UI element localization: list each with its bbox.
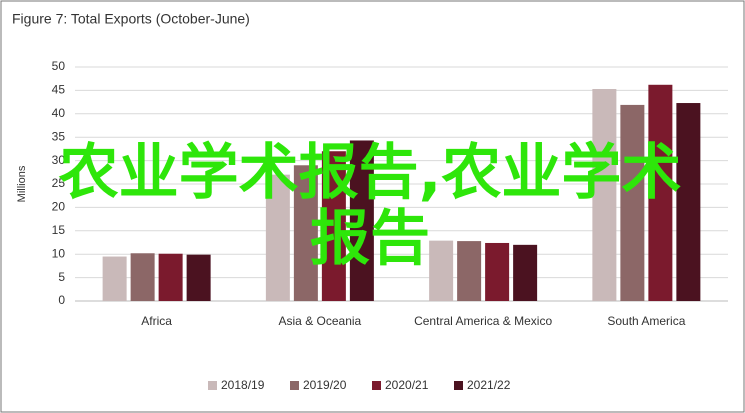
legend-swatch [454, 381, 463, 390]
bar [485, 242, 510, 301]
y-tick-label: 10 [52, 246, 66, 260]
bar [293, 165, 318, 301]
x-tick-label: Asia & Oceania [278, 314, 362, 328]
legend-swatch [290, 381, 299, 390]
legend-label: 2021/22 [467, 378, 511, 392]
y-axis-label: Millions [16, 165, 28, 202]
y-tick-label: 20 [52, 200, 66, 214]
bar [457, 241, 482, 301]
y-tick-label: 50 [52, 59, 66, 73]
bar [429, 240, 454, 301]
y-tick-label: 15 [52, 223, 66, 237]
bar [592, 88, 617, 301]
bar [648, 84, 673, 301]
x-tick-label: Africa [141, 314, 172, 328]
y-tick-label: 25 [52, 176, 66, 190]
y-tick-label: 40 [52, 106, 66, 120]
bar [102, 256, 127, 301]
y-tick-label: 35 [52, 129, 66, 143]
y-tick-label: 0 [58, 293, 65, 307]
watermark: 农业学术报告,农业学术报告 [58, 138, 682, 274]
y-tick-label: 45 [52, 83, 66, 97]
bar [620, 104, 645, 302]
y-tick-label: 5 [58, 270, 65, 284]
bar [265, 174, 290, 301]
bar [321, 151, 346, 301]
bar [513, 244, 538, 301]
bar [676, 103, 701, 301]
chart-title: Figure 7: Total Exports (October-June) [12, 11, 250, 27]
x-tick-label: Central America & Mexico [414, 314, 553, 328]
legend-swatch [208, 381, 217, 390]
bar [349, 140, 374, 301]
y-tick-label: 30 [52, 153, 66, 167]
legend-label: 2019/20 [303, 378, 347, 392]
legend-label: 2018/19 [221, 378, 265, 392]
x-tick-label: South America [607, 314, 686, 328]
bar [130, 253, 155, 301]
bar [158, 253, 183, 301]
legend-label: 2020/21 [385, 378, 429, 392]
bar [186, 254, 211, 301]
legend-swatch [372, 381, 381, 390]
